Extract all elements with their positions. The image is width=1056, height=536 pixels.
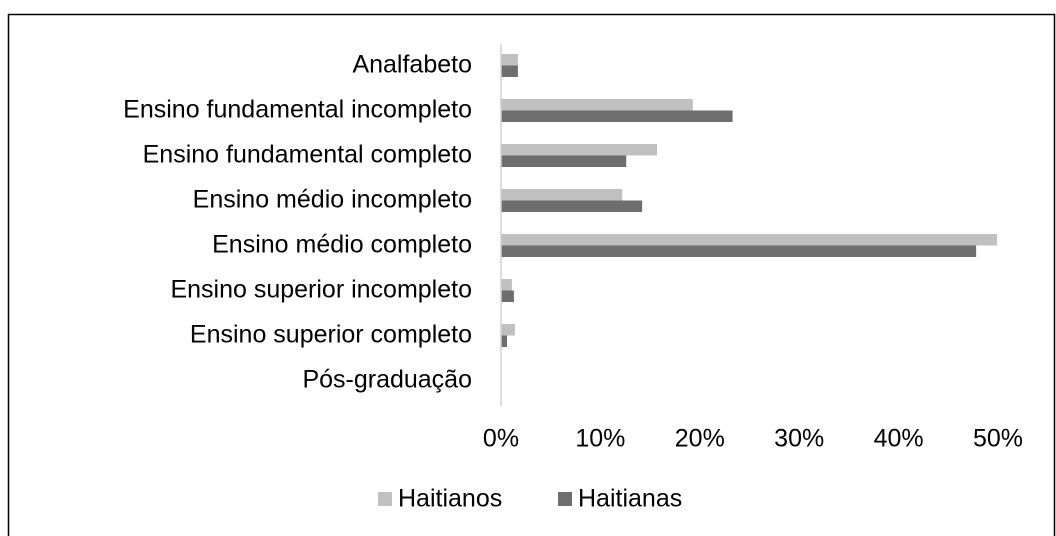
y-tick-label: Ensino médio completo: [212, 231, 472, 259]
y-tick-label: Analfabeto: [352, 51, 472, 79]
bar: [501, 144, 658, 156]
legend-label: Haitianas: [578, 485, 682, 513]
x-tick-label: 50%: [973, 425, 1023, 453]
chart-border: [7, 13, 1056, 536]
y-tick-label: Pós-graduação: [302, 366, 472, 394]
bar: [501, 290, 514, 302]
bar: [501, 99, 693, 111]
y-tick-label: Ensino fundamental incompleto: [123, 96, 472, 124]
legend-swatch: [558, 492, 572, 506]
bar: [501, 54, 518, 66]
x-tick-label: 20%: [675, 425, 725, 453]
bar: [501, 335, 507, 347]
legend-label: Haitianos: [398, 485, 502, 513]
x-tick-label: 10%: [575, 425, 625, 453]
bar: [501, 110, 733, 122]
bar: [501, 279, 512, 291]
y-tick-label: Ensino superior completo: [190, 321, 472, 349]
bar: [501, 155, 627, 167]
x-tick-label: 0%: [483, 425, 519, 453]
y-tick-label: Ensino fundamental completo: [143, 141, 472, 169]
bar: [501, 189, 623, 201]
x-tick-label: 40%: [874, 425, 924, 453]
bar: [501, 200, 643, 212]
bar: [501, 234, 998, 246]
y-tick-label: Ensino médio incompleto: [193, 186, 472, 214]
bar: [501, 65, 518, 77]
x-tick-label: 30%: [774, 425, 824, 453]
bar: [501, 324, 515, 336]
bar: [501, 245, 977, 257]
y-tick-label: Ensino superior incompleto: [170, 276, 472, 304]
legend-swatch: [378, 492, 392, 506]
